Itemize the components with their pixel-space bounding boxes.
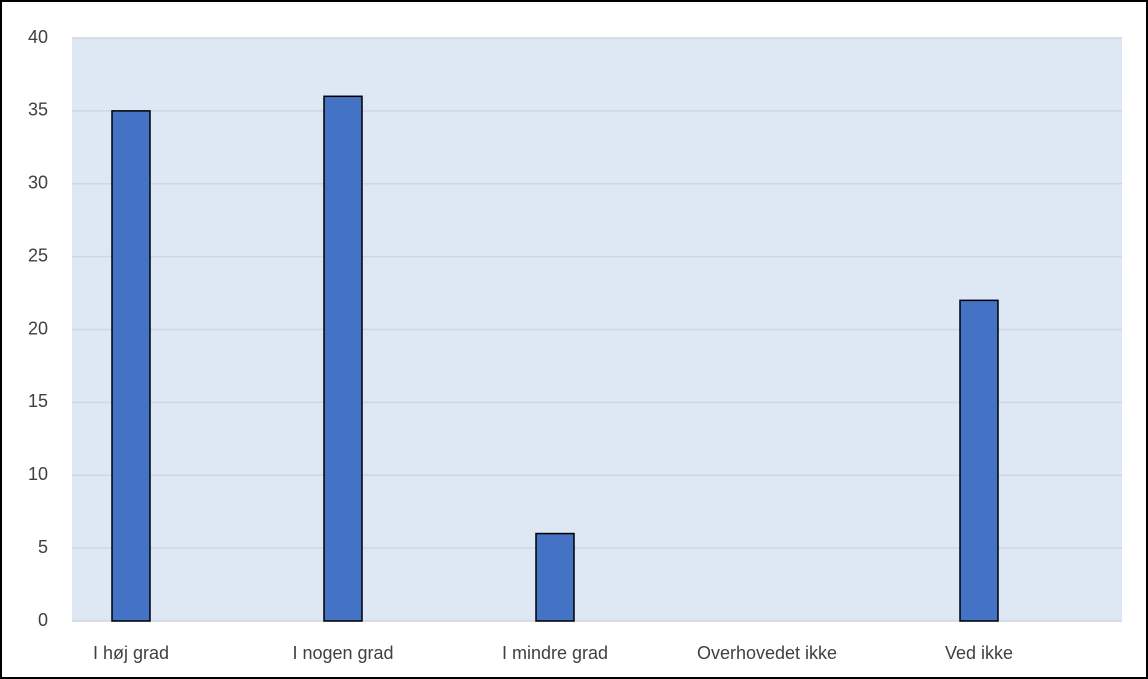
y-tick-label: 5 bbox=[38, 537, 48, 557]
x-tick-label: I mindre grad bbox=[502, 643, 608, 663]
y-tick-label: 15 bbox=[28, 391, 48, 411]
bar bbox=[959, 299, 999, 622]
bar bbox=[111, 110, 151, 622]
y-tick-label: 30 bbox=[28, 173, 48, 193]
x-tick-label: Ved ikke bbox=[945, 643, 1013, 663]
y-tick-label: 20 bbox=[28, 318, 48, 338]
y-tick-label: 0 bbox=[38, 610, 48, 630]
x-tick-label: Overhovedet ikke bbox=[697, 643, 837, 663]
y-tick-label: 25 bbox=[28, 245, 48, 265]
y-tick-label: 40 bbox=[28, 27, 48, 47]
x-tick-label: I høj grad bbox=[93, 643, 169, 663]
bar bbox=[323, 95, 363, 622]
y-tick-label: 35 bbox=[28, 100, 48, 120]
bar bbox=[535, 532, 575, 622]
x-tick-label: I nogen grad bbox=[292, 643, 393, 663]
y-tick-label: 10 bbox=[28, 464, 48, 484]
